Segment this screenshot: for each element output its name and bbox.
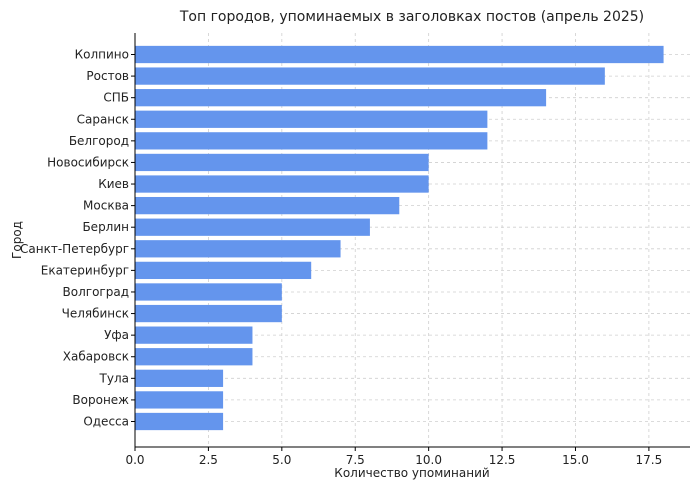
- bar: [135, 261, 312, 280]
- bars: [135, 45, 664, 431]
- bar: [135, 326, 253, 344]
- bar: [135, 67, 605, 85]
- y-tick-label: Колпино: [75, 48, 129, 62]
- y-tick-label: Ростов: [86, 69, 129, 83]
- ticks: 0.0 2.5 5.0 7.5 10.0 12.5 15.0 17.5 Колпино Росто…: [20, 48, 662, 468]
- y-axis-label: Город: [10, 221, 24, 259]
- y-tick-label: Санкт-Петербург: [20, 242, 129, 256]
- y-tick-label: Саранск: [77, 112, 129, 126]
- x-tick-label: 0.0: [125, 453, 144, 467]
- x-tick-label: 17.5: [636, 453, 663, 467]
- y-tick-label: Уфа: [104, 328, 129, 342]
- bar: [135, 89, 547, 107]
- bar: [135, 45, 664, 64]
- y-tick-label: Екатеринбург: [41, 263, 129, 277]
- x-tick-label: 2.5: [199, 453, 218, 467]
- y-tick-label: Берлин: [82, 220, 129, 234]
- y-tick-label: Воронеж: [72, 393, 129, 407]
- bar: [135, 175, 429, 193]
- bar: [135, 391, 224, 409]
- x-tick-label: 10.0: [415, 453, 442, 467]
- x-axis-label: Количество упоминаний: [334, 466, 489, 480]
- y-tick-label: СПБ: [103, 91, 129, 105]
- chart-title: Топ городов, упоминаемых в заголовках по…: [179, 9, 644, 25]
- x-tick-label: 15.0: [562, 453, 589, 467]
- bar: [135, 153, 429, 172]
- y-tick-label: Тула: [99, 371, 129, 385]
- y-tick-label: Киев: [98, 177, 129, 191]
- bar: [135, 110, 488, 128]
- y-tick-label: Хабаровск: [63, 350, 129, 364]
- x-tick-label: 5.0: [272, 453, 291, 467]
- bar: [135, 283, 282, 301]
- bar: [135, 348, 253, 366]
- bar: [135, 196, 400, 215]
- y-tick-label: Одесса: [83, 415, 129, 429]
- y-tick-label: Москва: [83, 199, 129, 213]
- y-tick-label: Волгоград: [63, 285, 129, 299]
- bar: [135, 240, 341, 258]
- bar: [135, 132, 488, 150]
- bar: [135, 369, 224, 387]
- bar: [135, 218, 370, 236]
- x-tick-label: 7.5: [346, 453, 365, 467]
- bar: [135, 412, 224, 431]
- y-tick-label: Новосибирск: [47, 155, 129, 169]
- bar: [135, 304, 282, 323]
- y-tick-label: Челябинск: [62, 307, 129, 321]
- x-tick-label: 12.5: [489, 453, 516, 467]
- y-tick-label: Белгород: [69, 134, 129, 148]
